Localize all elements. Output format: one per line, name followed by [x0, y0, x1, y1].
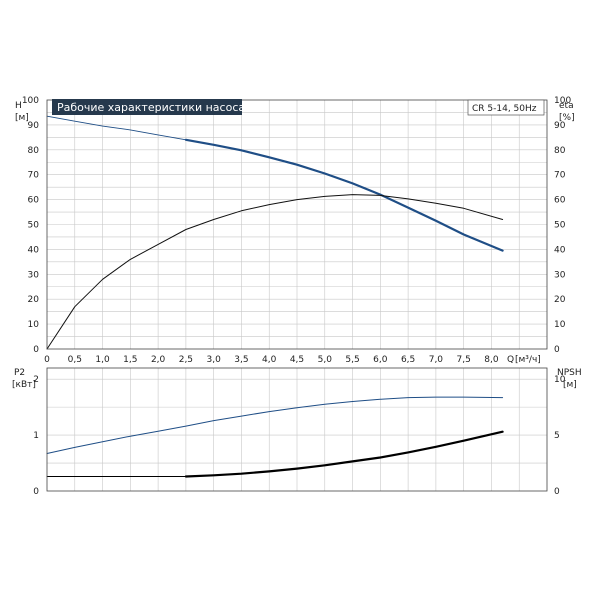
eta-tick-label: 0 — [554, 345, 560, 355]
grid-layer — [47, 100, 547, 491]
power-axis-unit: [кВт] — [12, 380, 36, 390]
efficiency-curve — [46, 194, 504, 350]
npsh-axis-unit: [м] — [563, 380, 577, 390]
eta-tick-label: 20 — [554, 295, 566, 305]
head-tick-label: 100 — [22, 96, 39, 106]
bottom-panel-frame — [46, 367, 548, 492]
flow-tick-label: 3,0 — [207, 355, 222, 365]
head-tick-label: 70 — [28, 171, 40, 181]
head-tick-label: 20 — [28, 295, 40, 305]
flow-axis-unit: [м³/ч] — [515, 355, 541, 365]
head-curve — [184, 138, 504, 252]
flow-tick-label: 5,5 — [345, 355, 359, 365]
head-tick-label: 90 — [28, 121, 40, 131]
head-tick-label: 50 — [28, 221, 40, 231]
head-axis-label: H — [15, 101, 22, 111]
head-axis-unit: [м] — [15, 113, 29, 123]
eta-tick-label: 90 — [554, 121, 566, 131]
title-banner — [52, 99, 242, 115]
eta-tick-label: 70 — [554, 171, 566, 181]
head-tick-label: 40 — [28, 245, 40, 255]
frame-layer — [46, 99, 548, 492]
flow-tick-label: 3,5 — [234, 355, 248, 365]
power-tick-label: 1 — [33, 431, 39, 441]
power-curve — [46, 396, 504, 454]
flow-tick-label: 1,5 — [123, 355, 137, 365]
head-tick-label: 0 — [33, 345, 39, 355]
flow-tick-label: 6,5 — [401, 355, 415, 365]
eta-tick-label: 40 — [554, 245, 566, 255]
flow-tick-label: 0 — [44, 355, 50, 365]
top-panel-frame — [46, 99, 548, 350]
eta-axis-label: eta — [559, 101, 574, 111]
eta-tick-label: 10 — [554, 320, 566, 330]
model-label-box — [467, 99, 545, 116]
flow-tick-label: 4,0 — [262, 355, 277, 365]
head-tick-label: 10 — [28, 320, 40, 330]
eta-tick-label: 60 — [554, 196, 566, 206]
head-curve-thin — [46, 115, 187, 141]
model-label: CR 5-14, 50Hz — [472, 104, 537, 114]
eta-tick-label: 30 — [554, 270, 566, 280]
flow-tick-label: 5,0 — [318, 355, 333, 365]
npsh-curve — [184, 430, 504, 478]
eta-tick-label: 50 — [554, 221, 566, 231]
power-axis-label: P2 — [14, 368, 25, 378]
chart-title: Рабочие характеристики насоса — [57, 101, 245, 114]
flow-tick-label: 7,0 — [429, 355, 444, 365]
flow-tick-label: 2,0 — [151, 355, 166, 365]
flow-tick-label: 8,0 — [484, 355, 499, 365]
head-tick-label: 80 — [28, 146, 40, 156]
npsh-tick-label: 10 — [554, 375, 566, 385]
eta-tick-label: 100 — [554, 96, 571, 106]
npsh-axis-label: NPSH — [557, 368, 582, 378]
head-tick-label: 60 — [28, 196, 40, 206]
power-tick-label: 0 — [33, 487, 39, 497]
eta-tick-label: 80 — [554, 146, 566, 156]
npsh-tick-label: 0 — [554, 487, 560, 497]
flow-tick-label: 4,5 — [290, 355, 304, 365]
flow-tick-label: 0,5 — [68, 355, 82, 365]
flow-tick-label: 2,5 — [179, 355, 193, 365]
flow-tick-label: 1,0 — [95, 355, 110, 365]
flow-tick-label: 6,0 — [373, 355, 388, 365]
tick-layer: 0102030405060708090100010203040506070809… — [22, 96, 572, 497]
flow-tick-label: 7,5 — [457, 355, 471, 365]
power-tick-label: 2 — [33, 375, 39, 385]
npsh-tick-label: 5 — [554, 431, 560, 441]
flow-axis-label: Q — [507, 355, 514, 365]
head-tick-label: 30 — [28, 270, 40, 280]
curve-layer — [46, 115, 504, 478]
eta-axis-unit: [%] — [559, 113, 575, 123]
